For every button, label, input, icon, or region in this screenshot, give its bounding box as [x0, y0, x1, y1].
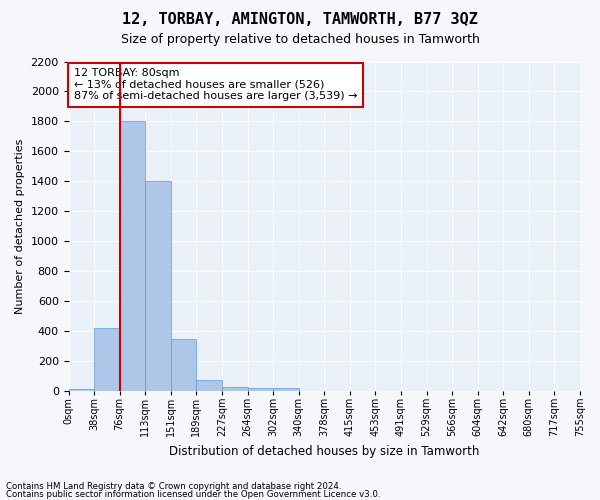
- Text: Size of property relative to detached houses in Tamworth: Size of property relative to detached ho…: [121, 32, 479, 46]
- Bar: [248, 388, 273, 391]
- Bar: [145, 182, 171, 391]
- Bar: [171, 338, 196, 391]
- Bar: [196, 380, 222, 391]
- X-axis label: Distribution of detached houses by size in Tamworth: Distribution of detached houses by size …: [169, 444, 479, 458]
- Text: Contains public sector information licensed under the Open Government Licence v3: Contains public sector information licen…: [6, 490, 380, 499]
- Y-axis label: Number of detached properties: Number of detached properties: [15, 138, 25, 314]
- Bar: [273, 388, 299, 391]
- Text: 12 TORBAY: 80sqm
← 13% of detached houses are smaller (526)
87% of semi-detached: 12 TORBAY: 80sqm ← 13% of detached house…: [74, 68, 357, 102]
- Bar: [222, 386, 248, 391]
- Text: 12, TORBAY, AMINGTON, TAMWORTH, B77 3QZ: 12, TORBAY, AMINGTON, TAMWORTH, B77 3QZ: [122, 12, 478, 28]
- Bar: [119, 122, 145, 391]
- Bar: [94, 328, 119, 391]
- Bar: [68, 389, 94, 391]
- Text: Contains HM Land Registry data © Crown copyright and database right 2024.: Contains HM Land Registry data © Crown c…: [6, 482, 341, 491]
